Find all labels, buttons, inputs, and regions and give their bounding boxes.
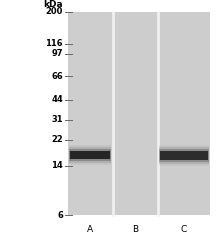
Text: B: B xyxy=(132,225,138,234)
Bar xyxy=(69,147,111,163)
Bar xyxy=(68,12,210,215)
Bar xyxy=(69,149,111,161)
Bar xyxy=(113,12,157,215)
Bar xyxy=(68,12,112,215)
Text: 14: 14 xyxy=(51,162,63,170)
Text: 66: 66 xyxy=(51,72,63,81)
Text: 116: 116 xyxy=(45,39,63,48)
Text: kDa: kDa xyxy=(43,0,63,9)
Bar xyxy=(159,149,209,162)
Bar xyxy=(160,151,208,160)
Text: 44: 44 xyxy=(51,95,63,104)
Bar xyxy=(69,145,111,165)
Bar xyxy=(70,151,110,159)
Bar xyxy=(159,147,209,164)
Text: C: C xyxy=(181,225,187,234)
Text: A: A xyxy=(87,225,93,234)
Bar xyxy=(159,145,209,166)
Text: 97: 97 xyxy=(51,49,63,58)
Text: 200: 200 xyxy=(46,7,63,17)
Text: 31: 31 xyxy=(51,115,63,124)
Bar xyxy=(158,12,210,215)
Text: 22: 22 xyxy=(51,135,63,144)
Text: 6: 6 xyxy=(57,210,63,220)
